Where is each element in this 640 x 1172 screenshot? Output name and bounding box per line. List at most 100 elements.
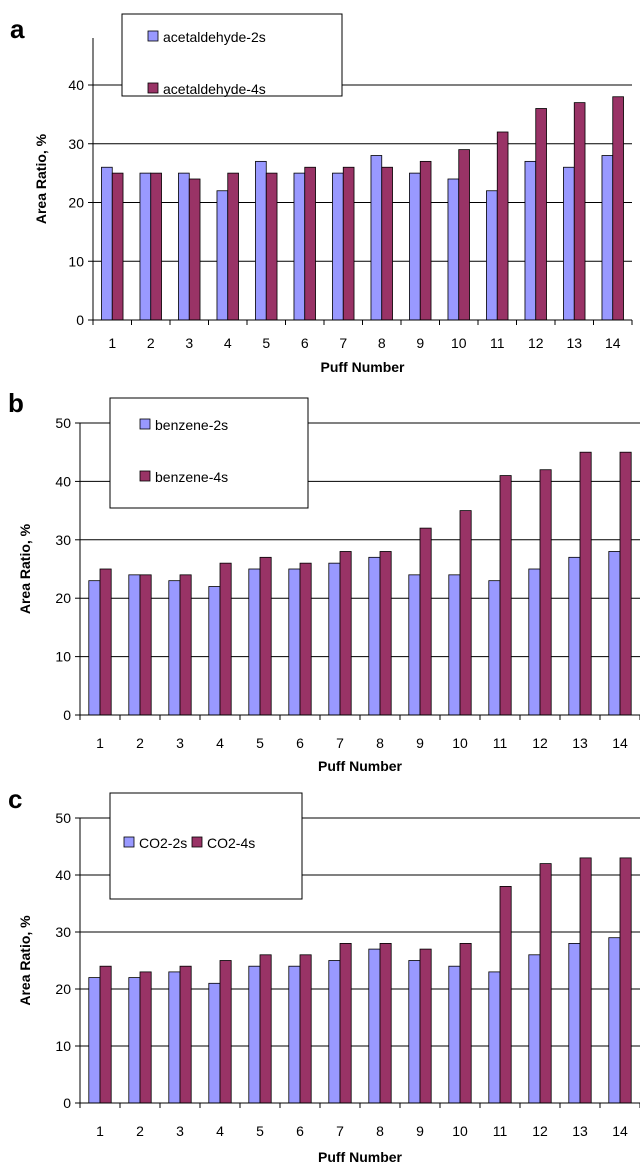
- x-tick-label: 8: [378, 335, 386, 351]
- panel-letter: a: [10, 14, 25, 44]
- x-tick-label: 11: [493, 735, 508, 751]
- bar-acetaldehyde-2s-6: [293, 172, 306, 321]
- legend: benzene-2s benzene-4s: [109, 397, 309, 509]
- legend-swatch: [139, 418, 151, 430]
- bar-benzene-2s-12: [528, 568, 541, 716]
- x-tick-label: 9: [416, 1123, 424, 1139]
- bar-CO2-2s-10: [448, 965, 461, 1104]
- x-tick-label: 13: [572, 735, 588, 751]
- bar-benzene-4s-6: [299, 562, 312, 716]
- bar-acetaldehyde-4s-1: [111, 172, 124, 321]
- y-tick-label: 0: [63, 1095, 71, 1111]
- y-tick-label: 10: [55, 649, 71, 665]
- bar-CO2-2s-11: [488, 971, 501, 1104]
- x-tick-label: 10: [452, 1123, 468, 1139]
- bar-acetaldehyde-2s-14: [601, 155, 614, 321]
- bar-acetaldehyde-4s-9: [419, 160, 432, 321]
- x-tick-label: 9: [416, 335, 424, 351]
- bar-benzene-4s-7: [339, 551, 352, 716]
- bar-CO2-2s-9: [408, 960, 421, 1104]
- x-tick-label: 14: [605, 335, 621, 351]
- bar-acetaldehyde-4s-7: [342, 166, 355, 321]
- y-axis-title: Area Ratio, %: [17, 915, 33, 1006]
- x-tick-label: 1: [108, 335, 116, 351]
- y-tick-label: 40: [68, 77, 84, 93]
- bar-acetaldehyde-2s-4: [216, 190, 229, 321]
- y-tick-label: 50: [55, 415, 71, 431]
- x-tick-label: 2: [147, 335, 155, 351]
- x-tick-label: 14: [612, 735, 628, 751]
- y-tick-label: 30: [68, 136, 84, 152]
- x-tick-label: 7: [336, 735, 344, 751]
- bar-CO2-2s-12: [528, 954, 541, 1104]
- bar-acetaldehyde-2s-7: [332, 172, 344, 321]
- bar-benzene-2s-6: [288, 568, 301, 716]
- x-tick-label: 12: [532, 735, 548, 751]
- bar-CO2-2s-2: [128, 977, 141, 1104]
- x-tick-label: 13: [566, 335, 582, 351]
- bar-acetaldehyde-4s-2: [150, 172, 162, 321]
- x-tick-label: 3: [176, 1123, 184, 1139]
- x-tick-label: 3: [185, 335, 193, 351]
- x-tick-label: 1: [96, 735, 104, 751]
- bar-benzene-4s-5: [259, 556, 272, 716]
- bar-CO2-4s-4: [219, 960, 232, 1104]
- x-tick-label: 8: [376, 735, 384, 751]
- x-tick-label: 6: [301, 335, 309, 351]
- bar-CO2-4s-7: [339, 943, 352, 1104]
- x-tick-label: 12: [532, 1123, 548, 1139]
- bar-CO2-2s-5: [248, 965, 261, 1104]
- x-axis-title: Puff Number: [318, 758, 403, 774]
- bar-CO2-2s-1: [88, 977, 101, 1104]
- y-tick-label: 20: [55, 981, 71, 997]
- x-tick-label: 5: [262, 335, 270, 351]
- y-tick-label: 30: [55, 532, 71, 548]
- bar-CO2-4s-5: [259, 954, 272, 1104]
- bar-CO2-4s-2: [139, 971, 152, 1104]
- y-tick-label: 40: [55, 473, 71, 489]
- bar-CO2-4s-12: [539, 863, 552, 1104]
- bar-acetaldehyde-4s-8: [381, 166, 393, 321]
- bar-acetaldehyde-4s-4: [227, 172, 239, 321]
- bar-acetaldehyde-4s-12: [535, 108, 547, 321]
- bar-CO2-4s-1: [99, 965, 112, 1104]
- panel-letter: c: [8, 784, 22, 814]
- y-tick-label: 20: [68, 195, 84, 211]
- y-tick-label: 40: [55, 867, 71, 883]
- legend-label: benzene-2s: [155, 417, 228, 433]
- y-tick-label: 10: [68, 253, 84, 269]
- bar-CO2-4s-10: [459, 943, 472, 1104]
- y-tick-label: 10: [55, 1038, 71, 1054]
- bar-CO2-4s-14: [619, 857, 632, 1104]
- x-axis-title: Puff Number: [318, 1149, 403, 1165]
- legend-label: benzene-4s: [155, 469, 228, 485]
- legend-swatch: [191, 836, 203, 848]
- bar-benzene-4s-3: [179, 574, 192, 716]
- bar-CO2-4s-6: [299, 954, 312, 1104]
- bar-acetaldehyde-2s-3: [178, 172, 190, 321]
- x-tick-label: 4: [216, 1123, 224, 1139]
- bar-CO2-2s-7: [328, 960, 341, 1104]
- bar-benzene-4s-2: [139, 574, 152, 716]
- y-tick-label: 50: [55, 810, 71, 826]
- x-tick-label: 5: [256, 735, 264, 751]
- legend-label: CO2-4s: [207, 835, 255, 851]
- bar-CO2-2s-6: [288, 965, 301, 1104]
- bar-CO2-4s-8: [379, 943, 392, 1104]
- bar-acetaldehyde-2s-8: [370, 155, 383, 321]
- y-tick-label: 0: [76, 312, 84, 328]
- bar-benzene-2s-8: [368, 556, 381, 716]
- y-tick-label: 0: [63, 707, 71, 723]
- bar-acetaldehyde-4s-11: [496, 131, 509, 321]
- x-tick-label: 6: [296, 1123, 304, 1139]
- legend-swatch: [147, 82, 159, 94]
- legend-box: [109, 792, 303, 900]
- bar-acetaldehyde-2s-10: [447, 178, 460, 321]
- bar-CO2-2s-13: [568, 943, 581, 1104]
- bar-acetaldehyde-4s-13: [573, 102, 586, 321]
- bar-acetaldehyde-2s-2: [139, 172, 152, 321]
- bar-benzene-4s-13: [579, 451, 592, 716]
- bar-benzene-4s-10: [459, 510, 472, 716]
